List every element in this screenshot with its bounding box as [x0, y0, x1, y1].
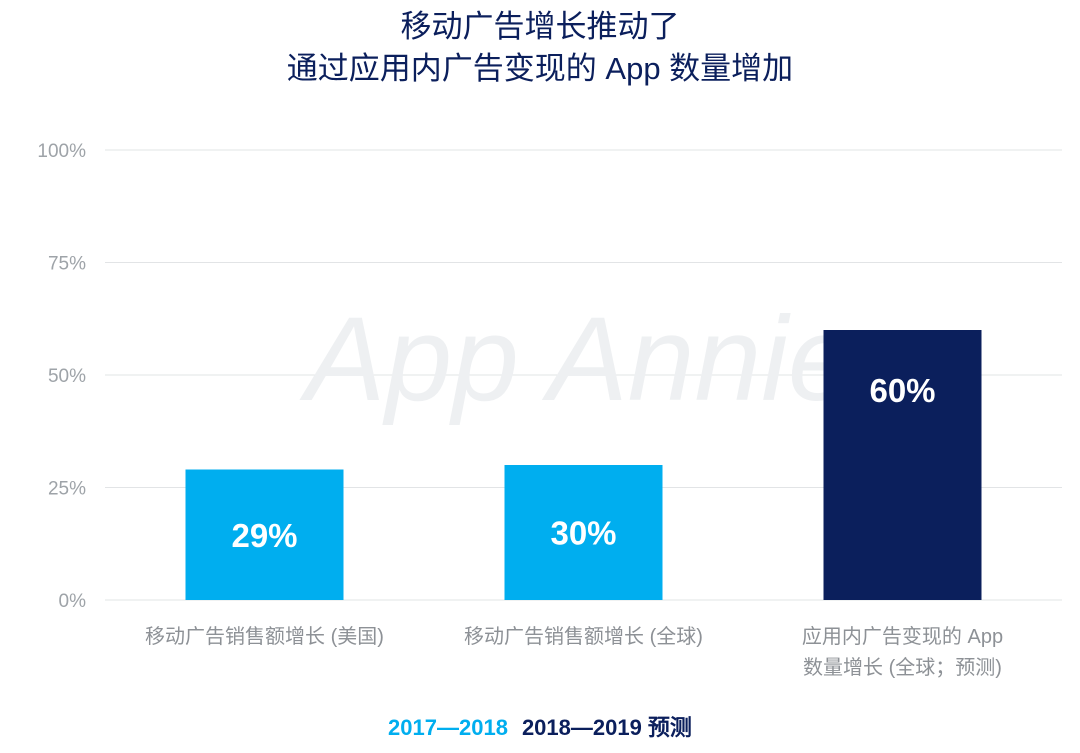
chart-title-line-1: 移动广告增长推动了	[400, 9, 680, 44]
chart-title-line-2: 通过应用内广告变现的 App 数量增加	[286, 51, 794, 86]
legend: 2017—2018 2018—2019 预测	[0, 710, 1080, 742]
bar-value-label-2: 30%	[550, 515, 616, 552]
x-category-label-3-line-2: 数量增长 (全球；预测)	[803, 656, 1002, 679]
legend-item-2: 2018—2019 预测	[521, 715, 692, 740]
bar-value-label-3: 60%	[869, 372, 935, 409]
y-tick-label-75: 75%	[48, 254, 86, 275]
x-category-label-2-line-1: 移动广告销售额增长 (全球)	[464, 625, 703, 648]
bars: 29% 30% 60%	[185, 330, 982, 600]
bar-3	[823, 330, 982, 600]
y-axis-ticks: 0% 25% 50% 75% 100%	[37, 141, 86, 612]
x-category-label-1-line-1: 移动广告销售额增长 (美国)	[145, 625, 384, 648]
x-category-label-3-line-1: 应用内广告变现的 App	[802, 625, 1003, 648]
bar-1	[185, 469, 344, 600]
y-tick-label-0: 0%	[59, 591, 87, 612]
y-tick-label-100: 100%	[37, 141, 86, 162]
x-axis-labels: 移动广告销售额增长 (美国) 移动广告销售额增长 (全球) 应用内广告变现的 App…	[145, 625, 1003, 679]
bar-chart: App Annie 0% 25% 50% 75% 100% 29% 30% 60% 移动广告…	[37, 141, 1062, 679]
y-tick-label-50: 50%	[48, 366, 86, 387]
chart-title: 移动广告增长推动了 通过应用内广告变现的 App 数量增加	[0, 6, 1080, 90]
bar-2	[504, 465, 663, 600]
bar-value-label-1: 29%	[231, 517, 297, 554]
y-tick-label-25: 25%	[48, 479, 86, 500]
watermark-text: App Annie	[299, 292, 854, 426]
legend-item-1: 2017—2018	[388, 715, 508, 740]
